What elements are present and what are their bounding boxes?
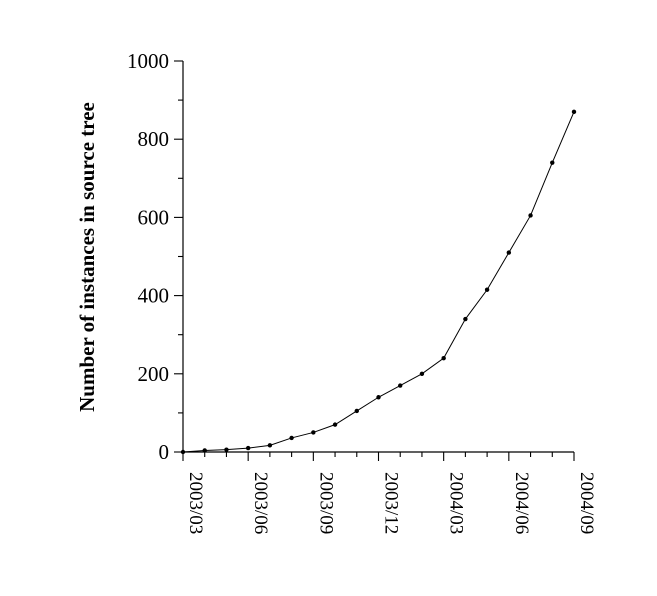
series-layer	[180, 109, 577, 455]
x-tick-label: 2004/03	[446, 472, 467, 534]
series-line	[182, 111, 575, 453]
data-point	[419, 371, 425, 376]
x-tick-label: 2003/12	[381, 472, 402, 534]
data-point	[463, 316, 468, 322]
data-point	[289, 435, 294, 441]
data-point	[550, 160, 555, 165]
y-tick-label: 800	[138, 127, 170, 151]
data-point	[332, 422, 338, 427]
data-point	[245, 445, 251, 451]
axes: 0 200 400 600 800 1000 2003/03 2003/06 2003/09 20…	[127, 49, 597, 534]
x-tick-label: 2004/06	[511, 472, 532, 534]
data-point	[311, 430, 316, 435]
y-tick-label: 400	[138, 284, 170, 308]
data-point	[398, 383, 403, 388]
x-tick-label: 2003/03	[185, 472, 206, 534]
data-point	[441, 355, 446, 361]
data-point	[180, 449, 186, 455]
data-point	[354, 408, 359, 414]
x-tick-label: 2004/09	[576, 472, 597, 534]
data-point	[224, 447, 229, 452]
data-point	[376, 395, 381, 400]
y-tick-label: 600	[138, 205, 170, 229]
data-point	[506, 250, 512, 255]
x-tick-label: 2003/06	[250, 472, 271, 534]
y-tick-label: 200	[138, 362, 170, 386]
y-axis-title: Number of instances in source tree	[75, 102, 99, 412]
data-point	[267, 443, 273, 448]
x-tick-label: 2003/09	[315, 472, 336, 534]
data-point	[571, 109, 577, 115]
data-point	[202, 448, 207, 453]
y-tick-label: 1000	[127, 49, 169, 73]
data-point	[528, 213, 533, 218]
y-tick-label: 0	[159, 440, 170, 464]
data-point	[484, 287, 490, 292]
